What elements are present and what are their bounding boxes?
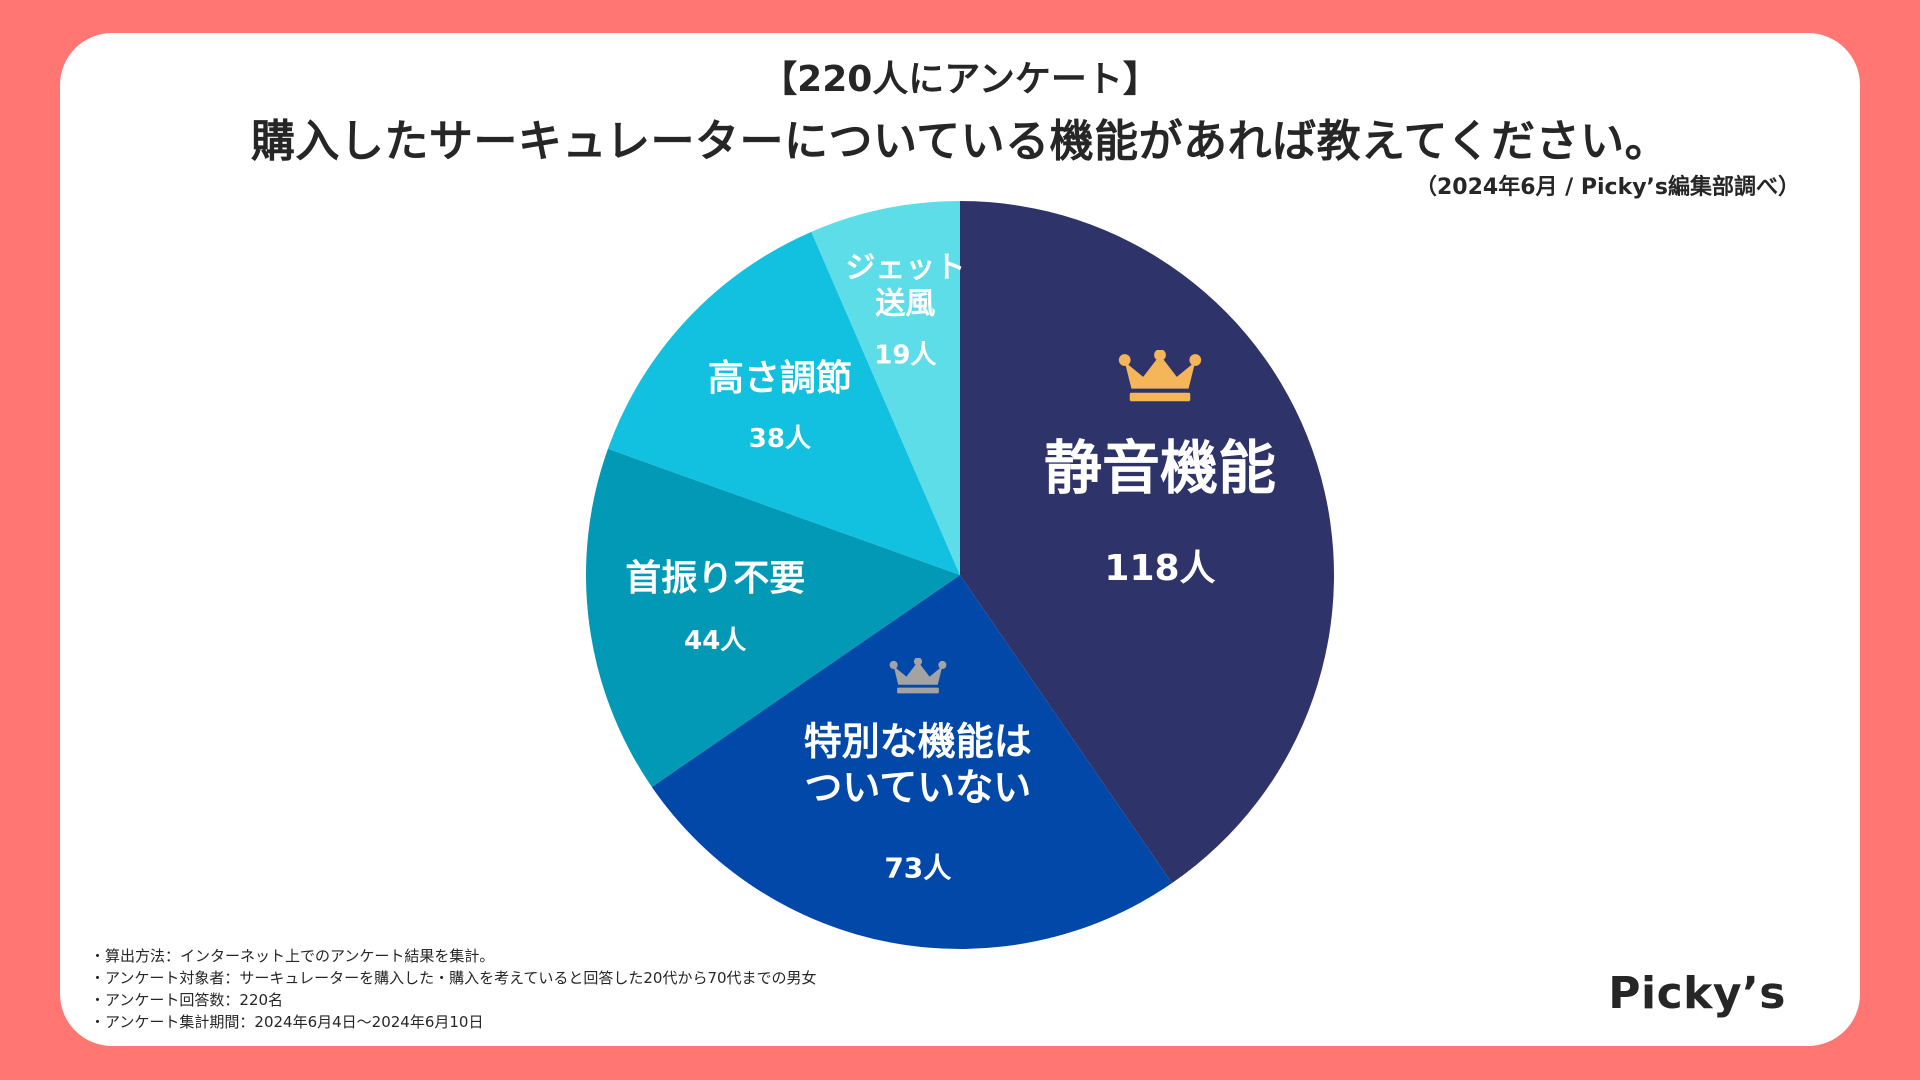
slice-value-label: 73人	[884, 851, 952, 885]
pie-label-4: ジェット 送風 19人	[845, 251, 965, 372]
note-target: ・アンケート対象者：サーキュレーターを購入した・購入を考えていると回答した20代…	[90, 969, 817, 987]
slice-category-label: 静音機能	[1043, 434, 1277, 503]
pie-slice-3	[607, 231, 960, 575]
slice-category-label: 特別な機能は ついていない	[803, 719, 1032, 809]
pie-slice-2	[586, 448, 960, 787]
survey-notes: ・算出方法：インターネット上でのアンケート結果を集計。 ・アンケート対象者：サー…	[90, 945, 817, 1033]
pie-slice-4	[811, 201, 960, 575]
note-period: ・アンケート集計期間：2024年6月4日〜2024年6月10日	[90, 1013, 484, 1031]
chart-title: 購入したサーキュレーターについている機能があれば教えてください。	[250, 116, 1670, 167]
pie-label-0: 静音機能 118人	[1044, 434, 1276, 592]
picky-s-logo: Picky’s	[1608, 968, 1786, 1019]
slice-category-label: 首振り不要	[625, 557, 806, 599]
slice-value-label: 38人	[748, 424, 811, 455]
note-count: ・アンケート回答数：220名	[90, 991, 284, 1009]
slice-value-label: 118人	[1104, 548, 1216, 590]
pie-slice-1	[651, 575, 1172, 950]
pie-chart	[586, 201, 1334, 950]
pie-label-1: 特別な機能は ついていない 73人	[804, 719, 1032, 886]
silver-crown-icon	[889, 657, 947, 698]
pie-label-3: 高さ調節 38人	[708, 357, 852, 455]
chart-card: 【220人にアンケート】 購入したサーキュレーターについている機能があれば教えて…	[60, 33, 1860, 1046]
slice-value-label: 19人	[874, 340, 937, 371]
slice-category-label: ジェット 送風	[845, 250, 966, 322]
pie-slice-0	[960, 201, 1334, 884]
note-method: ・算出方法：インターネット上でのアンケート結果を集計。	[90, 947, 495, 965]
pie-label-2: 首振り不要 44人	[625, 557, 805, 657]
slice-category-label: 高さ調節	[707, 358, 852, 400]
source-note: （2024年6月 / Picky’s編集部調べ）	[1414, 175, 1800, 200]
survey-subtitle: 【220人にアンケート】	[761, 59, 1159, 100]
slice-value-label: 44人	[684, 625, 747, 656]
gold-crown-icon	[1118, 348, 1202, 406]
